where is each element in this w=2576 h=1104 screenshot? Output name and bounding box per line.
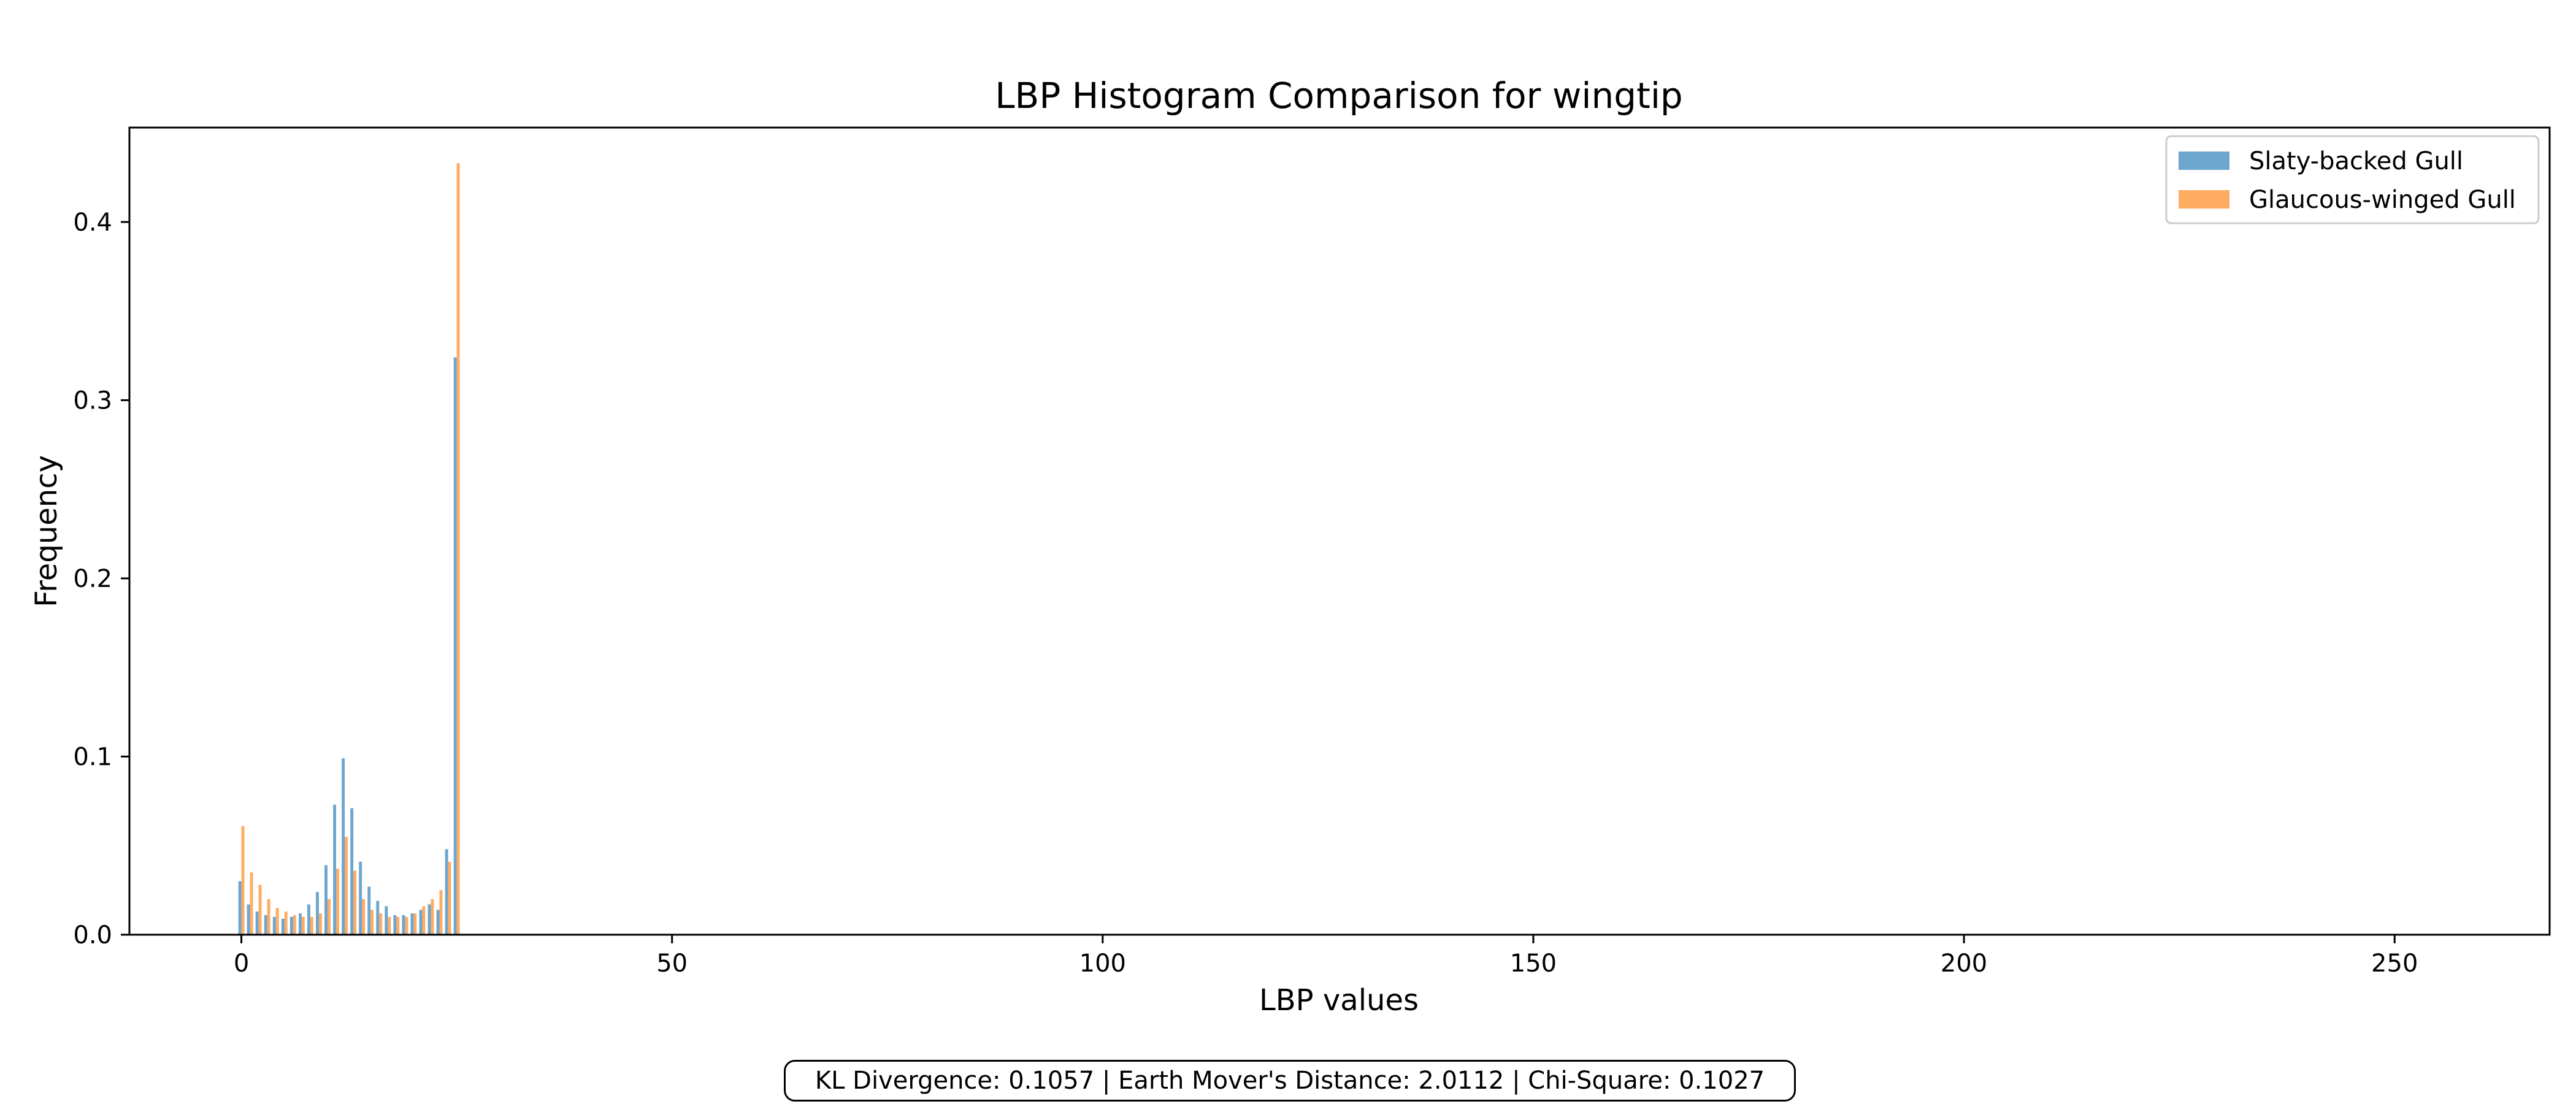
bar-glaucous-winged-gull (327, 899, 331, 935)
y-axis-ticks: 0.0 0.1 0.2 0.3 0.4 (73, 209, 129, 949)
y-axis-label: Frequency (29, 455, 64, 607)
legend-label-glaucous-winged-gull: Glaucous-winged Gull (2249, 186, 2516, 214)
bar-slaty-backed-gull (307, 904, 310, 935)
legend: Slaty-backed Gull Glaucous-winged Gull (2165, 135, 2540, 224)
bar-glaucous-winged-gull (448, 861, 451, 935)
bars-layer (238, 163, 460, 935)
bar-glaucous-winged-gull (275, 908, 279, 935)
bar-slaty-backed-gull (298, 913, 302, 935)
bar-slaty-backed-gull (281, 918, 285, 935)
bar-glaucous-winged-gull (370, 910, 374, 935)
bar-slaty-backed-gull (427, 904, 431, 935)
y-tick-label: 0.2 (73, 565, 112, 593)
bar-slaty-backed-gull (367, 886, 371, 935)
x-tick-label: 250 (2371, 949, 2418, 978)
bar-glaucous-winged-gull (388, 916, 391, 935)
bar-slaty-backed-gull (289, 916, 293, 935)
bar-glaucous-winged-gull (284, 911, 288, 935)
bar-slaty-backed-gull (333, 804, 337, 935)
x-tick-label: 200 (1941, 949, 1987, 978)
x-axis-ticks: 0 50 100 150 200 250 (234, 935, 2418, 978)
bar-slaty-backed-gull (324, 865, 328, 935)
legend-swatch-glaucous-winged-gull (2179, 190, 2229, 209)
bar-glaucous-winged-gull (258, 884, 262, 935)
bar-glaucous-winged-gull (345, 837, 348, 935)
bar-slaty-backed-gull (385, 906, 388, 935)
x-axis-label: LBP values (1259, 983, 1419, 1018)
x-tick-label: 100 (1079, 949, 1126, 978)
bar-slaty-backed-gull (238, 881, 242, 935)
bar-glaucous-winged-gull (362, 899, 366, 935)
bar-slaty-backed-gull (453, 357, 457, 935)
legend-swatch-slaty-backed-gull (2179, 151, 2229, 170)
bar-slaty-backed-gull (255, 911, 259, 935)
bar-glaucous-winged-gull (379, 913, 383, 935)
bar-glaucous-winged-gull (241, 826, 245, 935)
y-tick-label: 0.1 (73, 743, 112, 771)
bar-glaucous-winged-gull (413, 913, 417, 935)
bar-glaucous-winged-gull (293, 915, 296, 935)
bar-slaty-backed-gull (402, 915, 405, 935)
bar-slaty-backed-gull (436, 910, 440, 935)
bar-slaty-backed-gull (272, 916, 276, 935)
bar-slaty-backed-gull (359, 861, 362, 935)
bar-slaty-backed-gull (393, 915, 397, 935)
bar-glaucous-winged-gull (318, 913, 322, 935)
y-tick-label: 0.4 (73, 209, 112, 237)
bar-glaucous-winged-gull (250, 872, 253, 935)
chart-title: LBP Histogram Comparison for wingtip (995, 75, 1683, 117)
x-tick-label: 0 (234, 949, 249, 978)
bar-slaty-backed-gull (376, 900, 380, 935)
bar-slaty-backed-gull (316, 892, 319, 935)
bar-glaucous-winged-gull (267, 899, 270, 935)
bar-glaucous-winged-gull (422, 906, 426, 935)
bar-slaty-backed-gull (445, 849, 448, 935)
bar-slaty-backed-gull (419, 910, 423, 935)
bar-slaty-backed-gull (264, 915, 267, 935)
bar-glaucous-winged-gull (456, 163, 460, 935)
bar-glaucous-winged-gull (353, 870, 357, 935)
bar-glaucous-winged-gull (405, 916, 408, 935)
bar-slaty-backed-gull (247, 904, 250, 935)
metrics-summary-box: KL Divergence: 0.1057 | Earth Mover's Di… (784, 1060, 1796, 1102)
metrics-summary-text: KL Divergence: 0.1057 | Earth Mover's Di… (815, 1067, 1765, 1095)
bar-slaty-backed-gull (410, 913, 414, 935)
bar-glaucous-winged-gull (301, 916, 305, 935)
bar-glaucous-winged-gull (310, 916, 313, 935)
bar-slaty-backed-gull (350, 808, 354, 935)
plot-frame (128, 126, 2551, 936)
y-tick-label: 0.3 (73, 386, 112, 415)
bar-slaty-backed-gull (342, 758, 345, 935)
bar-glaucous-winged-gull (396, 916, 400, 935)
bar-glaucous-winged-gull (336, 868, 339, 935)
bar-glaucous-winged-gull (431, 899, 434, 935)
legend-label-slaty-backed-gull: Slaty-backed Gull (2249, 147, 2463, 175)
bar-glaucous-winged-gull (439, 890, 443, 935)
x-tick-label: 150 (1510, 949, 1557, 978)
y-tick-label: 0.0 (73, 921, 112, 949)
legend-frame (2165, 135, 2540, 224)
x-tick-label: 50 (656, 949, 688, 978)
